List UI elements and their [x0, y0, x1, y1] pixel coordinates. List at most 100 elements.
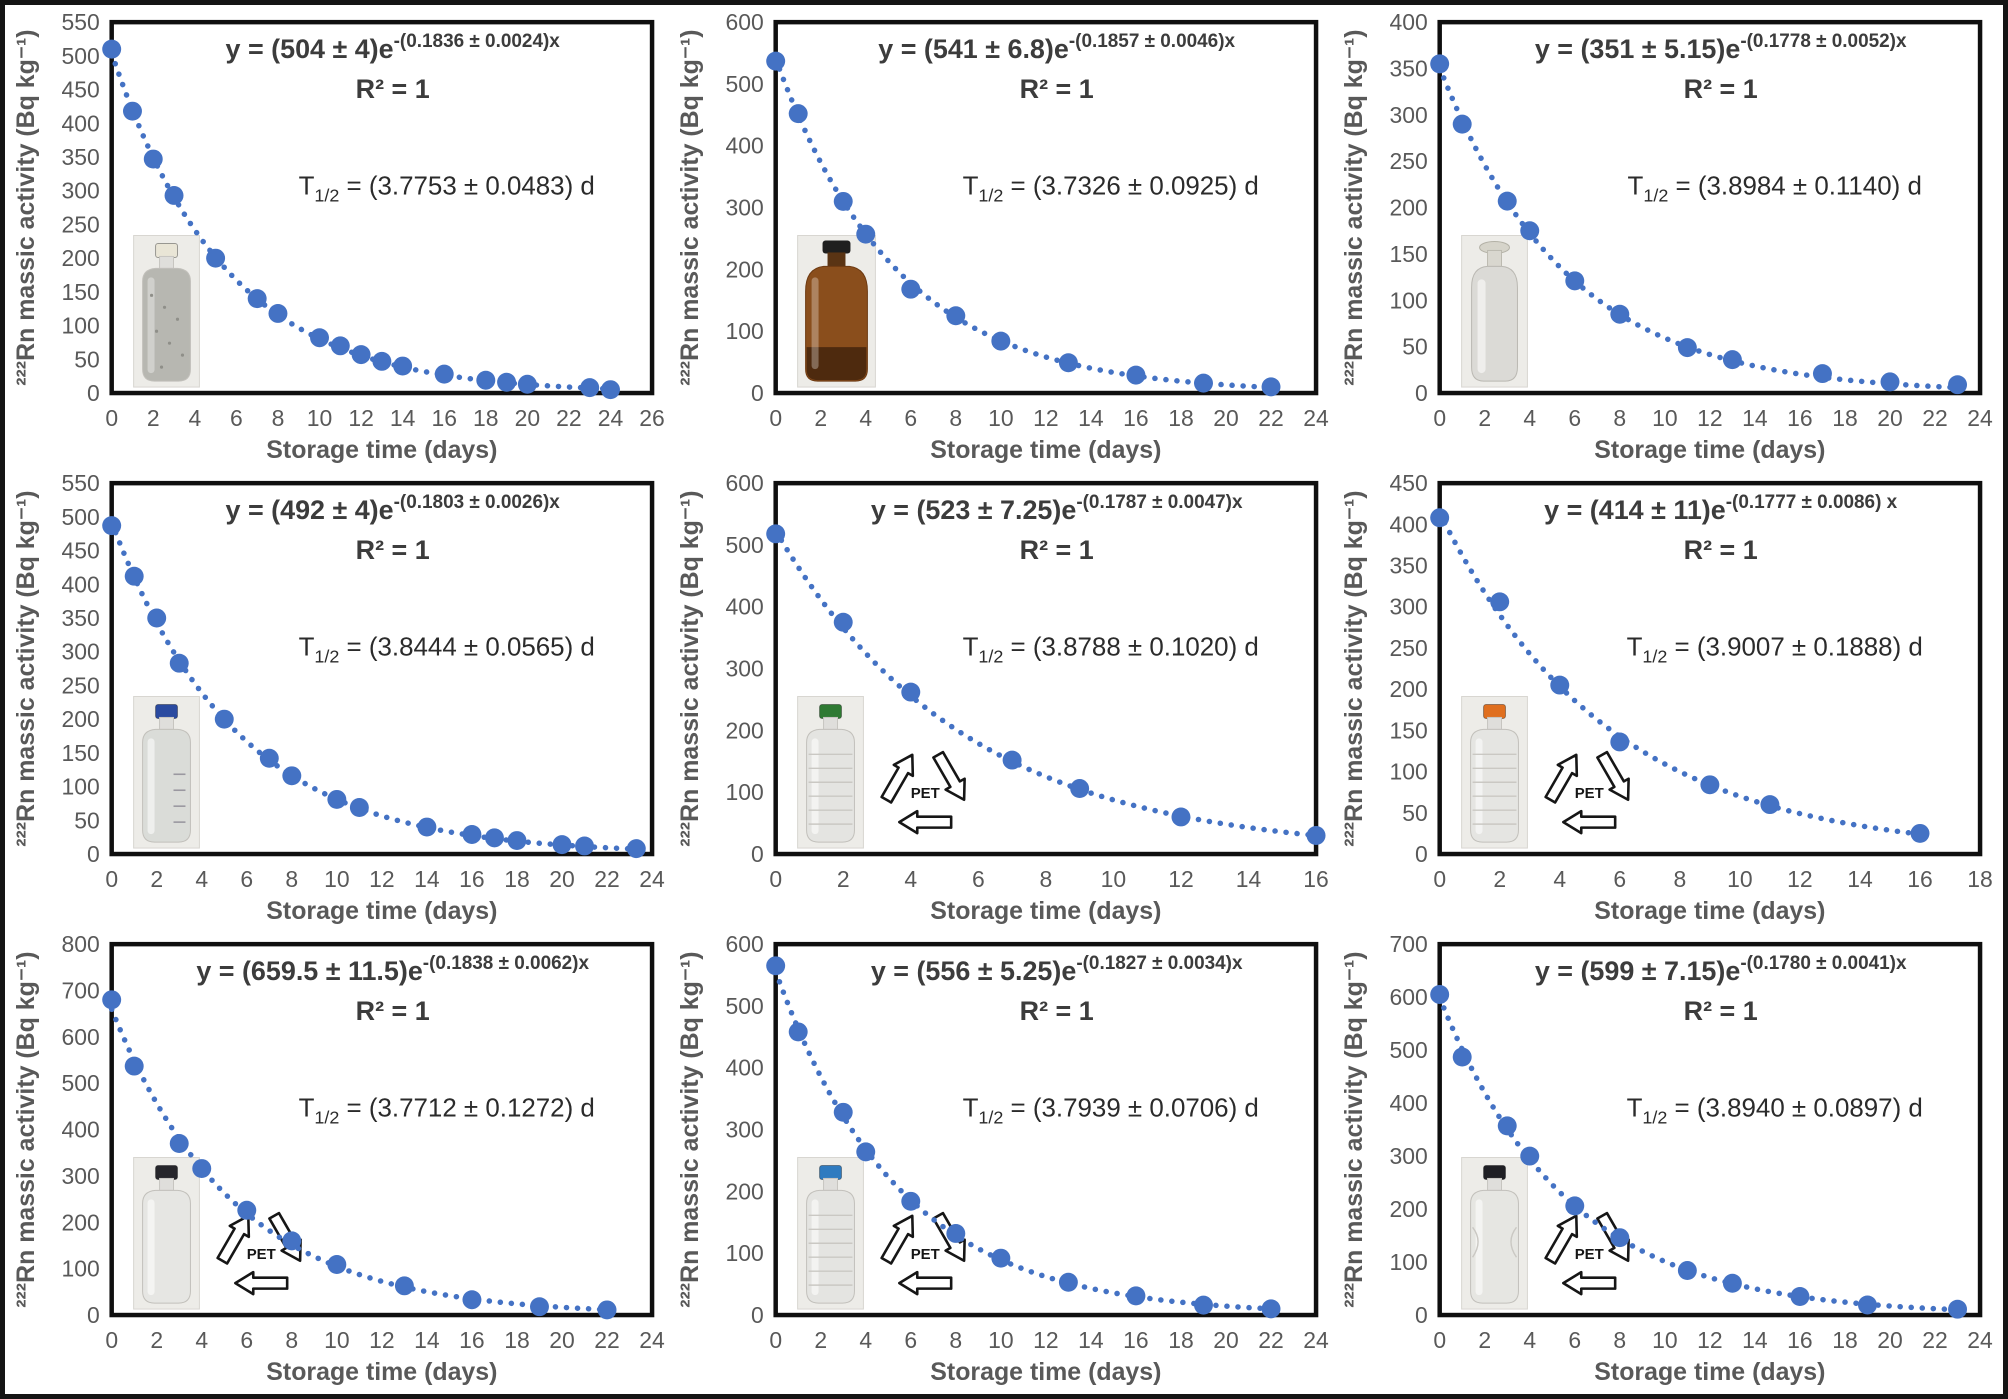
x-tick-label: 2	[837, 866, 850, 892]
fit-equation-label: y = (504 ± 4)e-(0.1836 ± 0.0024)x	[226, 31, 561, 64]
chart-cell-r3c3: 0 100 200 300 400 500 600 700 0 2 4 6 8 10 12 14 16 18 20 2…	[1336, 930, 2000, 1391]
data-point	[497, 372, 517, 392]
bottle-neck	[159, 255, 174, 269]
data-point	[601, 380, 620, 400]
fit-equation-label: y = (556 ± 5.25)e-(0.1827 ± 0.0034)x	[871, 953, 1243, 986]
data-point	[1880, 372, 1900, 392]
y-axis-title: ²²²Rn massic activity (Bq kg⁻¹)	[676, 29, 704, 385]
x-axis-ticks: 0 2 4 6 8 10 12 14 16 18 20 22 24 26	[105, 405, 664, 431]
bottle-neck	[1487, 1177, 1503, 1191]
y-tick-label: 250	[61, 672, 99, 698]
metal-speckle	[180, 353, 185, 357]
x-tick-label: 8	[1613, 405, 1626, 431]
data-point	[259, 748, 279, 768]
stopper-neck	[1487, 249, 1503, 267]
y-axis-ticks: 0 100 200 300 400 500 600	[725, 9, 763, 406]
y-tick-label: 150	[61, 279, 99, 305]
x-tick-label: 0	[1433, 405, 1446, 431]
y-axis-title: ²²²Rn massic activity (Bq kg⁻¹)	[12, 490, 40, 846]
plot-frame	[109, 480, 655, 857]
data-point	[1610, 304, 1630, 324]
y-axis-ticks: 0 50 100 150 200 250 300 350 400	[1389, 9, 1427, 406]
y-axis-ticks: 0 100 200 300 400 500 600	[725, 931, 763, 1328]
x-tick-label: 18	[1832, 405, 1858, 431]
data-point	[1722, 1273, 1742, 1293]
y-tick-label: 350	[1389, 55, 1427, 81]
y-tick-label: 200	[725, 1178, 763, 1204]
x-tick-label: 4	[1553, 866, 1566, 892]
x-axis-title: Storage time (days)	[266, 1358, 497, 1386]
y-axis-title: ²²²Rn massic activity (Bq kg⁻¹)	[676, 490, 704, 846]
y-tick-label: 450	[61, 77, 99, 103]
x-tick-label: 22	[594, 866, 620, 892]
y-tick-label: 400	[725, 133, 763, 159]
bottle-cap	[155, 703, 178, 719]
x-axis-title: Storage time (days)	[1594, 436, 1825, 464]
data-point	[1610, 732, 1630, 752]
data-points	[766, 956, 1281, 1319]
x-tick-label: 6	[904, 405, 917, 431]
x-tick-label: 8	[949, 1327, 962, 1353]
x-tick-label: 16	[1303, 866, 1329, 892]
data-point	[282, 1231, 302, 1251]
pet-symbol-label: PET	[911, 785, 940, 802]
x-tick-label: 0	[769, 405, 782, 431]
data-point	[1497, 191, 1517, 211]
y-tick-label: 350	[61, 605, 99, 631]
y-tick-label: 600	[61, 1024, 99, 1050]
fit-equation-label: y = (541 ± 6.8)e-(0.1857 ± 0.0046)x	[878, 31, 1235, 64]
x-tick-label: 4	[1523, 405, 1536, 431]
bottle-photo	[133, 235, 200, 388]
x-tick-label: 2	[147, 405, 160, 431]
pet-symbol-label: PET	[1575, 1246, 1604, 1263]
x-tick-label: 10	[1727, 866, 1753, 892]
pet-recycle-icon: PET	[1544, 750, 1630, 835]
data-point	[1126, 365, 1146, 385]
data-point	[1070, 779, 1090, 798]
half-life-label: T1/2 = (3.9007 ± 0.1888) d	[1627, 634, 1923, 667]
y-tick-label: 150	[1389, 241, 1427, 267]
fit-curve	[108, 519, 640, 852]
y-tick-label: 450	[1389, 470, 1427, 496]
data-point	[1565, 1196, 1585, 1216]
x-tick-label: 22	[1258, 405, 1284, 431]
x-axis-title: Storage time (days)	[266, 897, 497, 925]
x-tick-label: 10	[324, 866, 350, 892]
plot-frame	[109, 941, 655, 1318]
x-tick-label: 8	[1039, 866, 1052, 892]
plot-frame	[109, 19, 655, 396]
x-tick-label: 6	[230, 405, 243, 431]
x-tick-label: 14	[1078, 1327, 1104, 1353]
y-tick-label: 100	[725, 779, 763, 805]
x-tick-label: 14	[1236, 866, 1262, 892]
half-life-label: T1/2 = (3.8940 ± 0.0897) d	[1627, 1095, 1923, 1128]
y-tick-label: 500	[61, 43, 99, 69]
x-axis-title: Storage time (days)	[1594, 897, 1825, 925]
data-points	[1430, 508, 1930, 843]
data-point	[1194, 373, 1213, 393]
data-point	[1452, 1047, 1472, 1067]
data-point	[147, 608, 167, 628]
recycle-arrow	[1544, 1214, 1579, 1265]
data-point	[856, 224, 876, 244]
x-tick-label: 12	[348, 405, 374, 431]
x-tick-label: 16	[1787, 1327, 1813, 1353]
x-tick-label: 24	[639, 866, 665, 892]
pet-recycle-icon: PET	[880, 1211, 966, 1296]
recycle-arrow	[932, 750, 966, 802]
x-tick-label: 10	[307, 405, 333, 431]
y-tick-label: 150	[61, 740, 99, 766]
data-point	[901, 1191, 921, 1211]
pet-recycle-icon: PET	[880, 750, 966, 835]
bottle-photo	[1461, 696, 1528, 849]
y-tick-label: 250	[61, 211, 99, 237]
data-point	[1565, 271, 1585, 291]
x-axis-ticks: 0 2 4 6 8 10 12 14 16 18 20 22 24	[1433, 1327, 1993, 1353]
x-tick-label: 14	[414, 866, 440, 892]
y-tick-label: 400	[61, 110, 99, 136]
bottle-body	[1470, 1189, 1519, 1304]
data-point	[575, 836, 594, 856]
x-axis-ticks: 0 2 4 6 8 10 12 14 16 18 20 22 24	[769, 1327, 1329, 1353]
y-tick-label: 350	[1389, 553, 1427, 579]
data-point	[1261, 1299, 1281, 1319]
